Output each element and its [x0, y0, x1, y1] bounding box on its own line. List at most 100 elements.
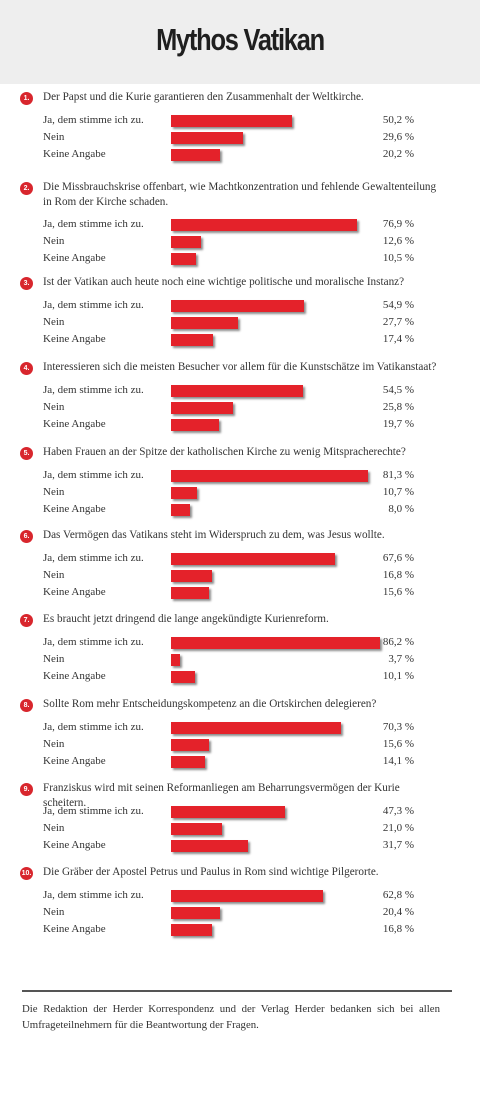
answer-bar — [171, 671, 195, 683]
answer-bar — [171, 587, 209, 599]
answer-label: Nein — [43, 316, 65, 328]
answer-percent: 20,4 % — [382, 906, 414, 918]
answer-bar — [171, 385, 303, 397]
answer-row: Keine Angabe 15,6 % — [0, 584, 480, 601]
answer-row: Keine Angabe 8,0 % — [0, 501, 480, 518]
answer-row: Keine Angabe 10,5 % — [0, 250, 480, 267]
answer-label: Ja, dem stimme ich zu. — [43, 805, 144, 817]
answer-percent: 17,4 % — [382, 333, 414, 345]
answer-percent: 10,1 % — [382, 670, 414, 682]
answer-bar — [171, 219, 357, 231]
answer-row: Ja, dem stimme ich zu. 54,5 % — [0, 382, 480, 399]
answer-label: Nein — [43, 235, 65, 247]
question-text: Haben Frauen an der Spitze der katholisc… — [43, 446, 406, 458]
answer-percent: 27,7 % — [382, 316, 414, 328]
answer-row: Ja, dem stimme ich zu. 62,8 % — [0, 887, 480, 904]
answer-percent: 70,3 % — [382, 721, 414, 733]
answer-bar — [171, 149, 220, 161]
answer-label: Ja, dem stimme ich zu. — [43, 384, 144, 396]
footer-divider — [22, 990, 452, 992]
answer-bar — [171, 907, 220, 919]
answer-row: Keine Angabe 31,7 % — [0, 837, 480, 854]
question-text: Franziskus wird mit seinen Reformanliege… — [43, 782, 400, 809]
answer-bar — [171, 570, 212, 582]
answer-row: Keine Angabe 14,1 % — [0, 753, 480, 770]
answer-bar — [171, 924, 212, 936]
question-number-badge: 1. — [20, 92, 33, 105]
answer-row: Keine Angabe 10,1 % — [0, 668, 480, 685]
answer-percent: 67,6 % — [382, 552, 414, 564]
answer-row: Nein 15,6 % — [0, 736, 480, 753]
question-number-badge: 6. — [20, 530, 33, 543]
answer-row: Ja, dem stimme ich zu. 86,2 % — [0, 634, 480, 651]
answer-bar — [171, 504, 190, 516]
answer-row: Keine Angabe 19,7 % — [0, 416, 480, 433]
answer-label: Nein — [43, 738, 65, 750]
answer-bar — [171, 334, 213, 346]
question-text: Sollte Rom mehr Entscheidungskompetenz a… — [43, 698, 377, 710]
answer-bar — [171, 840, 248, 852]
answer-percent: 15,6 % — [382, 738, 414, 750]
question-text: Das Vermögen das Vatikans steht im Wider… — [43, 529, 385, 541]
answer-percent: 20,2 % — [382, 148, 414, 160]
answer-label: Nein — [43, 653, 65, 665]
footer-note: Die Redaktion der Herder Korrespondenz u… — [22, 1003, 440, 1031]
answer-row: Ja, dem stimme ich zu. 50,2 % — [0, 112, 480, 129]
answer-label: Ja, dem stimme ich zu. — [43, 721, 144, 733]
answer-percent: 16,8 % — [382, 923, 414, 935]
answer-row: Nein 25,8 % — [0, 399, 480, 416]
answer-label: Nein — [43, 131, 65, 143]
answer-row: Ja, dem stimme ich zu. 54,9 % — [0, 297, 480, 314]
question-text: Interessieren sich die meisten Besucher … — [43, 361, 437, 373]
answer-bar — [171, 253, 196, 265]
question-number-badge: 2. — [20, 182, 33, 195]
answer-bar — [171, 470, 368, 482]
answer-percent: 62,8 % — [382, 889, 414, 901]
answer-percent: 10,5 % — [382, 252, 414, 264]
answer-percent: 14,1 % — [382, 755, 414, 767]
answer-label: Ja, dem stimme ich zu. — [43, 218, 144, 230]
answer-percent: 76,9 % — [382, 218, 414, 230]
answer-percent: 10,7 % — [382, 486, 414, 498]
answer-label: Keine Angabe — [43, 839, 106, 851]
answer-percent: 50,2 % — [382, 114, 414, 126]
answer-percent: 31,7 % — [382, 839, 414, 851]
answer-label: Nein — [43, 906, 65, 918]
question-number-badge: 3. — [20, 277, 33, 290]
answer-label: Keine Angabe — [43, 923, 106, 935]
answer-bar — [171, 553, 335, 565]
answer-row: Ja, dem stimme ich zu. 70,3 % — [0, 719, 480, 736]
answer-percent: 12,6 % — [382, 235, 414, 247]
answer-bar — [171, 654, 180, 666]
answer-bar — [171, 487, 197, 499]
question-number-badge: 5. — [20, 447, 33, 460]
answer-row: Nein 12,6 % — [0, 233, 480, 250]
answer-percent: 29,6 % — [382, 131, 414, 143]
answer-label: Ja, dem stimme ich zu. — [43, 636, 144, 648]
page-title: Mythos Vatikan — [156, 22, 325, 57]
answer-percent: 25,8 % — [382, 401, 414, 413]
answer-bar — [171, 115, 292, 127]
answer-row: Nein 29,6 % — [0, 129, 480, 146]
answer-bar — [171, 402, 233, 414]
answer-bar — [171, 756, 205, 768]
answer-percent: 21,0 % — [382, 822, 414, 834]
answer-label: Nein — [43, 822, 65, 834]
answer-bar — [171, 317, 238, 329]
answer-bar — [171, 419, 219, 431]
answer-percent: 86,2 % — [382, 636, 414, 648]
answer-percent: 81,3 % — [382, 469, 414, 481]
answer-bar — [171, 823, 222, 835]
answer-label: Keine Angabe — [43, 503, 106, 515]
answer-label: Ja, dem stimme ich zu. — [43, 114, 144, 126]
answer-row: Nein 21,0 % — [0, 820, 480, 837]
answer-row: Nein 10,7 % — [0, 484, 480, 501]
answer-label: Keine Angabe — [43, 418, 106, 430]
answer-label: Nein — [43, 569, 65, 581]
question-number-badge: 8. — [20, 699, 33, 712]
answer-row: Ja, dem stimme ich zu. 76,9 % — [0, 216, 480, 233]
answer-row: Keine Angabe 20,2 % — [0, 146, 480, 163]
answer-row: Nein 16,8 % — [0, 567, 480, 584]
answer-bar — [171, 739, 209, 751]
answer-row: Nein 20,4 % — [0, 904, 480, 921]
